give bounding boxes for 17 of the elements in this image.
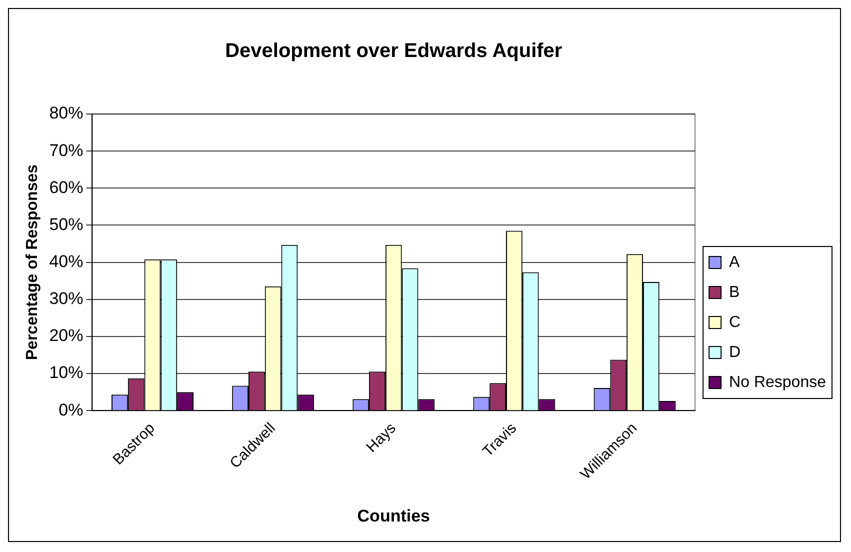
x-axis-title: Counties [357, 506, 430, 526]
y-tick-label: 80% [49, 104, 84, 123]
legend-label: A [729, 254, 740, 271]
y-tick-label: 30% [49, 289, 84, 308]
y-tick-label: 50% [49, 214, 84, 234]
y-tick-label: 20% [49, 326, 84, 346]
chart-title: Development over Edwards Aquifer [225, 40, 562, 62]
legend-label: C [729, 314, 741, 331]
y-axis-title: Percentage of Responses [24, 164, 42, 360]
y-tick-label: 40% [49, 252, 84, 271]
y-tick-label: 60% [49, 178, 84, 197]
y-tick-label: 0% [58, 400, 84, 420]
y-tick-label: 10% [49, 363, 84, 382]
legend-label: No Response [729, 374, 826, 391]
y-tick-label: 70% [49, 140, 84, 160]
legend-label: D [729, 344, 741, 361]
legend-label: B [729, 284, 740, 301]
